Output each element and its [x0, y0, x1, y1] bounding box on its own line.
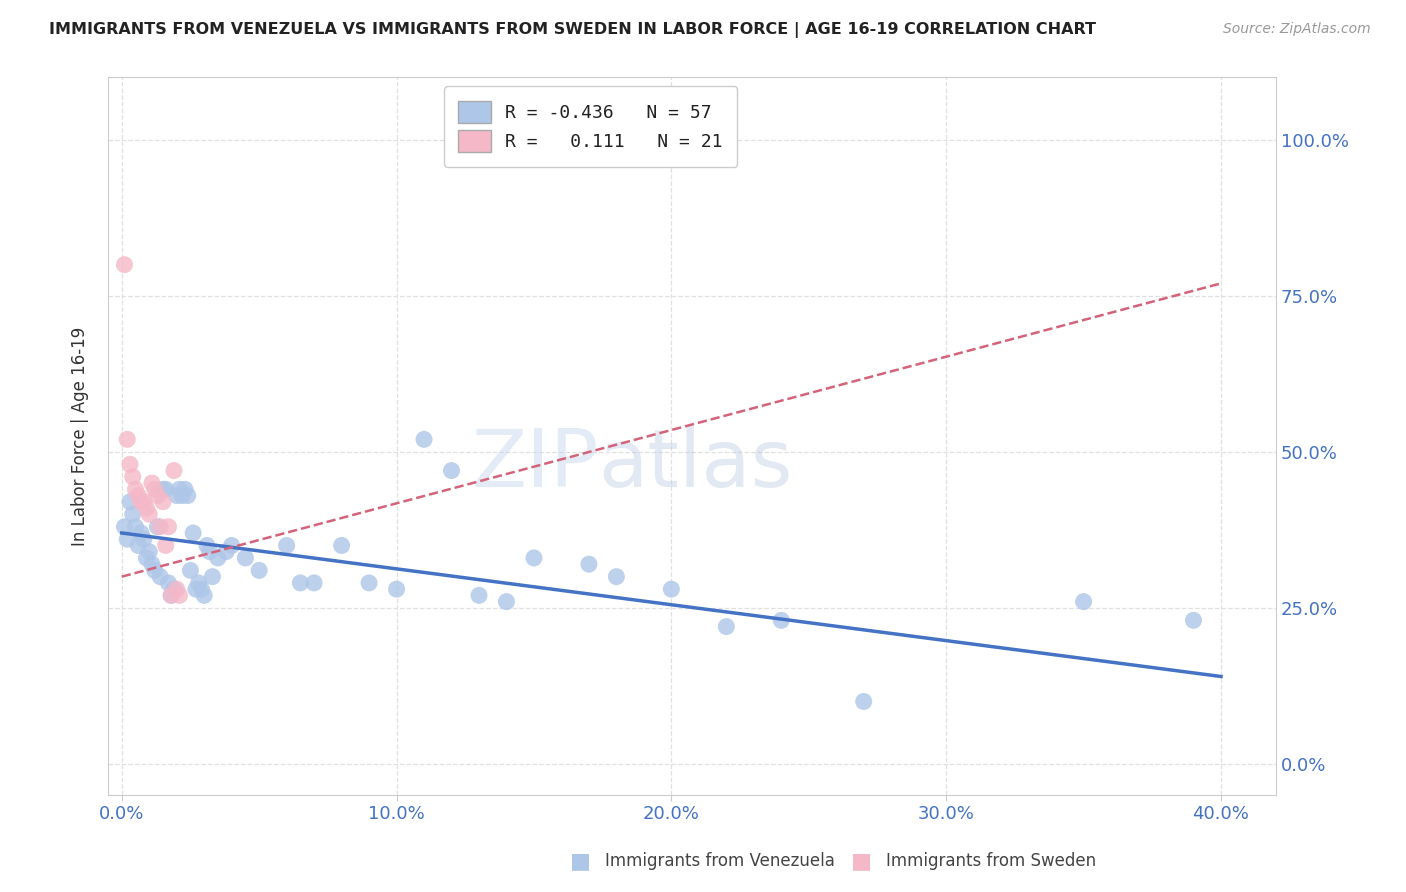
Point: [143, 563, 166, 577]
Point: [163, 582, 186, 596]
Point: [152, 495, 174, 509]
Point: [166, 489, 188, 503]
Point: [852, 694, 875, 708]
Point: [357, 575, 380, 590]
Text: atlas: atlas: [599, 426, 793, 504]
Point: [138, 508, 160, 522]
Point: [770, 613, 793, 627]
Text: Source: ZipAtlas.com: Source: ZipAtlas.com: [1223, 22, 1371, 37]
Point: [163, 464, 186, 478]
Point: [198, 544, 221, 558]
Point: [235, 550, 257, 565]
Point: [181, 526, 204, 541]
Point: [495, 594, 517, 608]
Point: [247, 563, 270, 577]
Point: [141, 557, 163, 571]
Text: Immigrants from Venezuela: Immigrants from Venezuela: [605, 852, 834, 870]
Point: [146, 520, 169, 534]
Point: [149, 520, 172, 534]
Text: ■: ■: [569, 851, 591, 871]
Point: [155, 538, 177, 552]
Point: [115, 433, 138, 447]
Point: [127, 538, 149, 552]
Point: [157, 520, 180, 534]
Point: [174, 483, 197, 497]
Point: [121, 470, 143, 484]
Point: [118, 495, 141, 509]
Point: [169, 588, 191, 602]
Point: [187, 575, 209, 590]
Point: [157, 575, 180, 590]
Y-axis label: In Labor Force | Age 16-19: In Labor Force | Age 16-19: [72, 326, 89, 546]
Point: [184, 582, 207, 596]
Point: [605, 569, 627, 583]
Point: [468, 588, 491, 602]
Point: [129, 495, 152, 509]
Point: [207, 550, 229, 565]
Point: [141, 476, 163, 491]
Point: [143, 483, 166, 497]
Point: [135, 550, 157, 565]
Point: [132, 495, 155, 509]
Point: [114, 258, 136, 272]
Point: [132, 533, 155, 547]
Text: ZIP: ZIP: [471, 426, 599, 504]
Point: [172, 489, 194, 503]
Point: [138, 544, 160, 558]
Point: [440, 464, 463, 478]
Point: [276, 538, 298, 552]
Point: [124, 483, 146, 497]
Point: [146, 489, 169, 503]
Point: [193, 588, 215, 602]
Point: [160, 588, 183, 602]
Point: [413, 433, 436, 447]
Point: [152, 483, 174, 497]
Point: [1182, 613, 1205, 627]
Text: IMMIGRANTS FROM VENEZUELA VS IMMIGRANTS FROM SWEDEN IN LABOR FORCE | AGE 16-19 C: IMMIGRANTS FROM VENEZUELA VS IMMIGRANTS …: [49, 22, 1097, 38]
Point: [176, 489, 198, 503]
Point: [118, 458, 141, 472]
Point: [716, 619, 738, 633]
Point: [169, 483, 191, 497]
Point: [115, 533, 138, 547]
Point: [179, 563, 201, 577]
Point: [155, 483, 177, 497]
Point: [127, 489, 149, 503]
Point: [149, 569, 172, 583]
Point: [215, 544, 238, 558]
Point: [221, 538, 243, 552]
Point: [330, 538, 353, 552]
Point: [201, 569, 224, 583]
Point: [385, 582, 408, 596]
Legend: R = -0.436   N = 57, R =   0.111   N = 21: R = -0.436 N = 57, R = 0.111 N = 21: [444, 87, 737, 167]
Point: [124, 520, 146, 534]
Point: [290, 575, 312, 590]
Point: [578, 557, 600, 571]
Point: [166, 582, 188, 596]
Point: [523, 550, 546, 565]
Point: [1073, 594, 1095, 608]
Point: [135, 501, 157, 516]
Text: Immigrants from Sweden: Immigrants from Sweden: [886, 852, 1095, 870]
Text: ■: ■: [851, 851, 872, 871]
Point: [121, 508, 143, 522]
Point: [302, 575, 325, 590]
Point: [190, 582, 212, 596]
Point: [129, 526, 152, 541]
Point: [114, 520, 136, 534]
Point: [195, 538, 218, 552]
Point: [659, 582, 682, 596]
Point: [160, 588, 183, 602]
